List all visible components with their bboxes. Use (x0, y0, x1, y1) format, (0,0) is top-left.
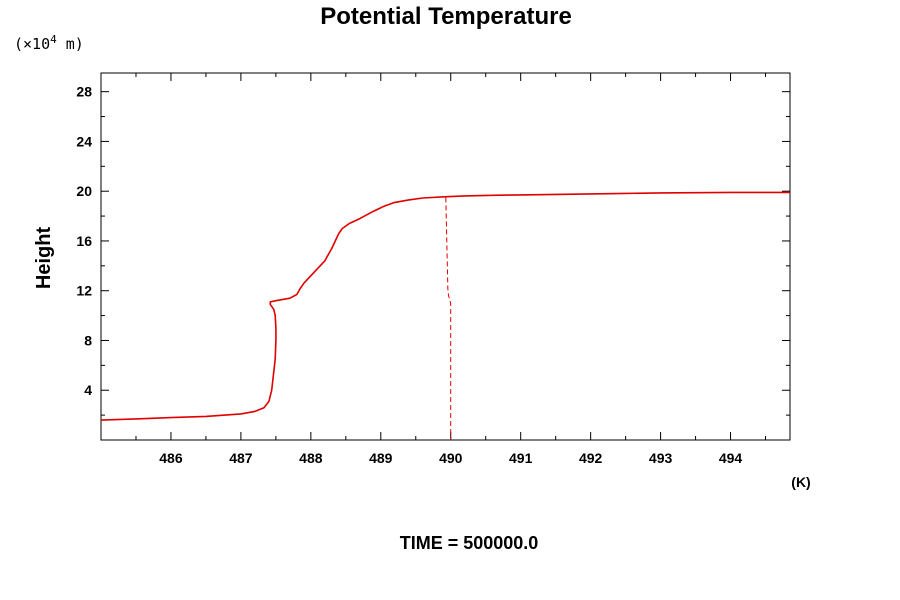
y-unit-suffix: m) (57, 35, 84, 53)
y-unit-label: (×104 m) (14, 33, 84, 53)
axis-ticks (100, 73, 790, 440)
x-tick-label: 490 (439, 450, 463, 466)
time-label: TIME = 500000.0 (400, 533, 539, 553)
data-series (100, 191, 790, 440)
y-tick-label: 28 (76, 84, 92, 100)
y-tick-label: 8 (84, 332, 92, 348)
y-unit-prefix: (×10 (14, 35, 50, 53)
x-tick-label: 486 (159, 450, 183, 466)
x-tick-label: 491 (509, 450, 533, 466)
y-unit-exponent: 4 (50, 33, 57, 46)
x-tick-label: 493 (649, 450, 673, 466)
y-axis-label: Height (33, 227, 55, 290)
x-unit-label: (K) (791, 474, 810, 490)
dashed-series-line (445, 197, 452, 440)
x-tick-labels: 486 487 488 489 490 491 492 493 494 (159, 450, 742, 466)
x-tick-label: 487 (229, 450, 253, 466)
chart-title: Potential Temperature (320, 3, 572, 30)
x-tick-label: 492 (579, 450, 603, 466)
plot-frame (100, 72, 791, 441)
y-tick-label: 20 (76, 183, 92, 199)
x-tick-label: 488 (299, 450, 323, 466)
y-tick-labels: 4 8 12 16 20 24 28 (76, 84, 92, 399)
x-tick-label: 489 (369, 450, 393, 466)
y-tick-label: 24 (76, 133, 92, 149)
potential-temperature-line (100, 191, 790, 421)
y-tick-label: 16 (76, 233, 92, 249)
x-tick-label: 494 (719, 450, 743, 466)
y-tick-label: 4 (84, 382, 92, 398)
y-tick-label: 12 (76, 283, 92, 299)
